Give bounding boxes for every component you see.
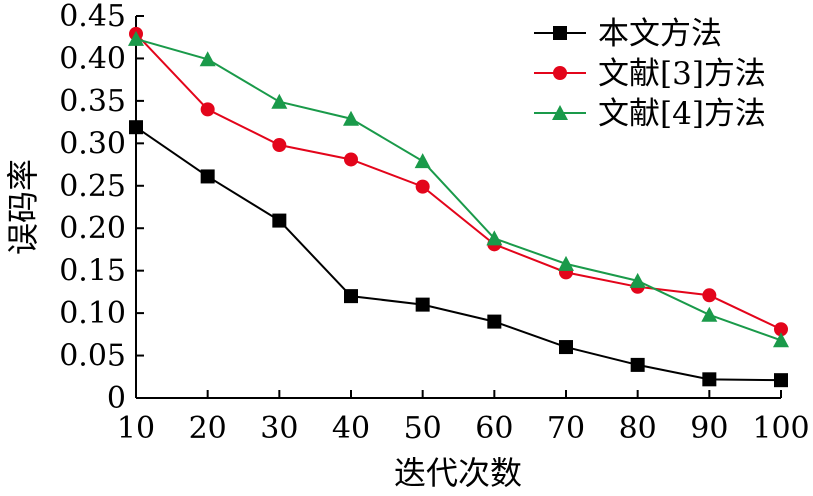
data-point-triangle [128, 30, 144, 46]
legend-marker [552, 105, 568, 120]
series-1 [129, 120, 788, 388]
legend-marker [553, 66, 567, 80]
x-ticks: 10 20 30 40 50 60 70 80 90 100 [117, 390, 810, 446]
data-point-circle [415, 179, 430, 194]
data-point-circle [200, 102, 215, 117]
x-tick-label: 80 [619, 411, 657, 446]
data-point-square [344, 289, 358, 304]
x-tick-label: 100 [752, 411, 809, 446]
series-3 [128, 30, 789, 348]
x-tick-label: 90 [690, 411, 728, 446]
legend-item: 文献[4]方法 [534, 96, 766, 132]
data-point-square [200, 169, 215, 184]
data-point-circle [702, 288, 717, 303]
legend-item: 本文方法 [534, 16, 722, 52]
x-tick-label: 50 [404, 411, 442, 446]
legend-label: 文献[4]方法 [598, 96, 766, 132]
y-axis-title: 误码率 [4, 159, 42, 255]
data-point-triangle [199, 51, 216, 67]
series-line [135, 126, 782, 382]
x-axis-title: 迭代次数 [394, 454, 522, 492]
data-point-triangle [701, 306, 718, 322]
y-tick-label: 0.20 [59, 211, 126, 246]
series-line [135, 37, 782, 342]
y-tick-label: 0.15 [59, 254, 126, 289]
y-tick-label: 0.10 [59, 296, 126, 331]
y-tick-label: 0.25 [59, 169, 126, 204]
data-point-circle [344, 152, 358, 167]
y-tick-label: 0.05 [59, 339, 126, 374]
data-point-square [702, 372, 717, 387]
x-tick-label: 60 [475, 411, 513, 446]
axes: 0 0.05 0.10 0.15 0.20 0.25 0.30 0.35 0.40 0.45 10… [59, 0, 809, 446]
legend-label: 本文方法 [598, 16, 722, 52]
legend-marker [553, 26, 567, 40]
y-tick-label: 0 [107, 381, 126, 416]
x-tick-label: 10 [117, 411, 155, 446]
data-point-triangle [271, 93, 288, 109]
data-point-triangle [343, 110, 359, 126]
data-point-square [415, 297, 430, 312]
y-tick-label: 0.35 [59, 84, 126, 119]
data-point-square [272, 213, 287, 228]
y-tick-label: 0.45 [59, 0, 126, 34]
data-point-circle [774, 322, 788, 337]
data-point-circle [272, 138, 287, 153]
x-tick-label: 70 [547, 411, 585, 446]
data-point-square [487, 314, 502, 329]
legend-label: 文献[3]方法 [598, 56, 766, 92]
x-tick-label: 20 [189, 411, 227, 446]
data-point-triangle [773, 332, 789, 348]
x-tick-label: 40 [332, 411, 370, 446]
y-tick-label: 0.40 [59, 41, 126, 76]
data-point-triangle [629, 272, 646, 288]
series-layer [128, 26, 789, 388]
data-point-square [559, 340, 573, 355]
legend-item: 文献[3]方法 [534, 56, 766, 92]
data-point-triangle [414, 153, 431, 169]
data-point-square [774, 373, 788, 388]
series-line [135, 33, 782, 331]
x-tick-label: 30 [260, 411, 298, 446]
data-point-triangle [558, 255, 574, 271]
data-point-square [129, 120, 143, 135]
y-tick-label: 0.30 [59, 126, 126, 161]
y-ticks: 0 0.05 0.10 0.15 0.20 0.25 0.30 0.35 0.40 0.45 [59, 0, 144, 416]
data-point-triangle [486, 230, 503, 246]
data-point-square [630, 357, 645, 372]
